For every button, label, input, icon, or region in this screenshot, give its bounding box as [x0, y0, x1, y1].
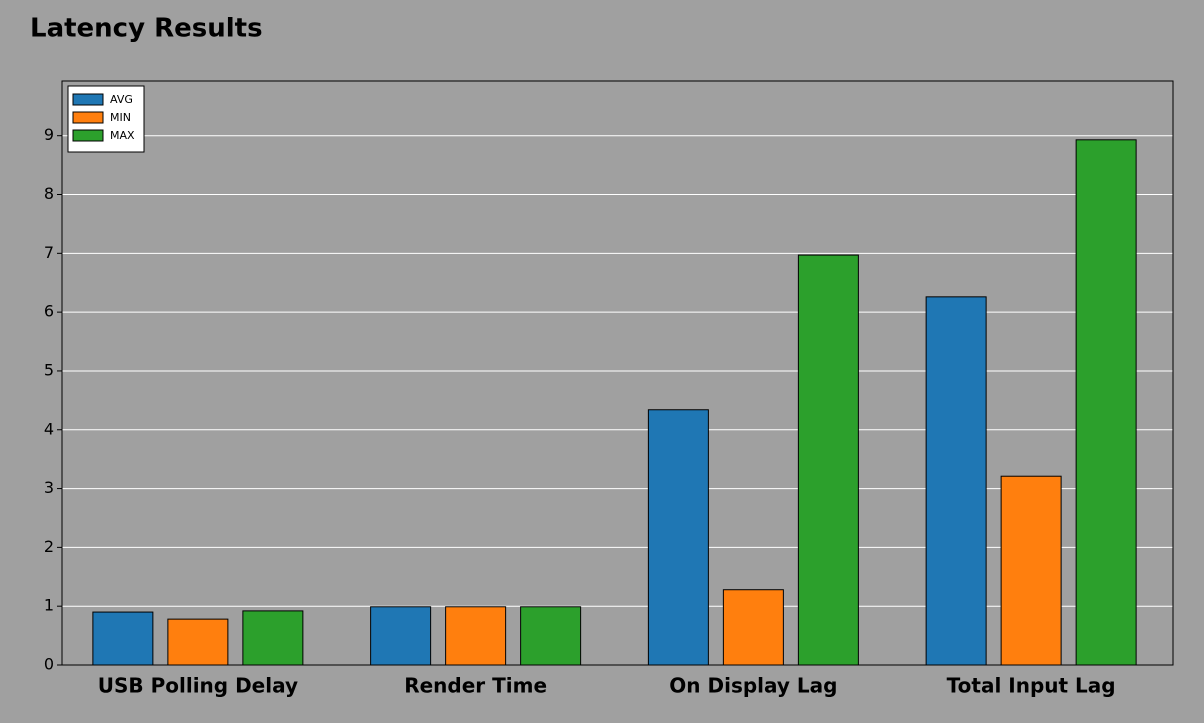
- bar: [647, 409, 709, 666]
- x-tick-label: On Display Lag: [669, 674, 837, 698]
- legend-label: MIN: [110, 111, 131, 124]
- x-tick-label: USB Polling Delay: [98, 674, 298, 698]
- y-tick-label: 8: [44, 184, 54, 203]
- y-tick-label: 7: [44, 243, 54, 262]
- legend-swatch: [72, 93, 104, 106]
- bar: [167, 618, 229, 666]
- y-tick-label: 2: [44, 537, 54, 556]
- y-tick-label: 1: [44, 596, 54, 615]
- bar: [520, 606, 582, 666]
- bar: [445, 606, 507, 666]
- legend-swatch: [72, 111, 104, 124]
- bar: [92, 611, 154, 666]
- y-tick-label: 5: [44, 360, 54, 379]
- y-tick-label: 4: [44, 419, 54, 438]
- bar: [370, 606, 432, 666]
- legend-label: MAX: [110, 129, 135, 142]
- legend-label: AVG: [110, 93, 133, 106]
- bar: [797, 254, 859, 666]
- x-tick-label: Total Input Lag: [947, 674, 1116, 698]
- y-tick-label: 6: [44, 302, 54, 321]
- plot-frame: [61, 80, 1174, 666]
- bar: [1000, 475, 1062, 666]
- y-tick-label: 3: [44, 478, 54, 497]
- legend-swatch: [72, 129, 104, 142]
- bar: [1075, 139, 1137, 666]
- chart-title: Latency Results: [30, 14, 263, 44]
- bar: [722, 589, 784, 666]
- y-tick-label: 9: [44, 125, 54, 144]
- x-tick-label: Render Time: [404, 674, 547, 698]
- bar: [925, 296, 987, 666]
- bar: [242, 610, 304, 666]
- y-tick-label: 0: [44, 655, 54, 674]
